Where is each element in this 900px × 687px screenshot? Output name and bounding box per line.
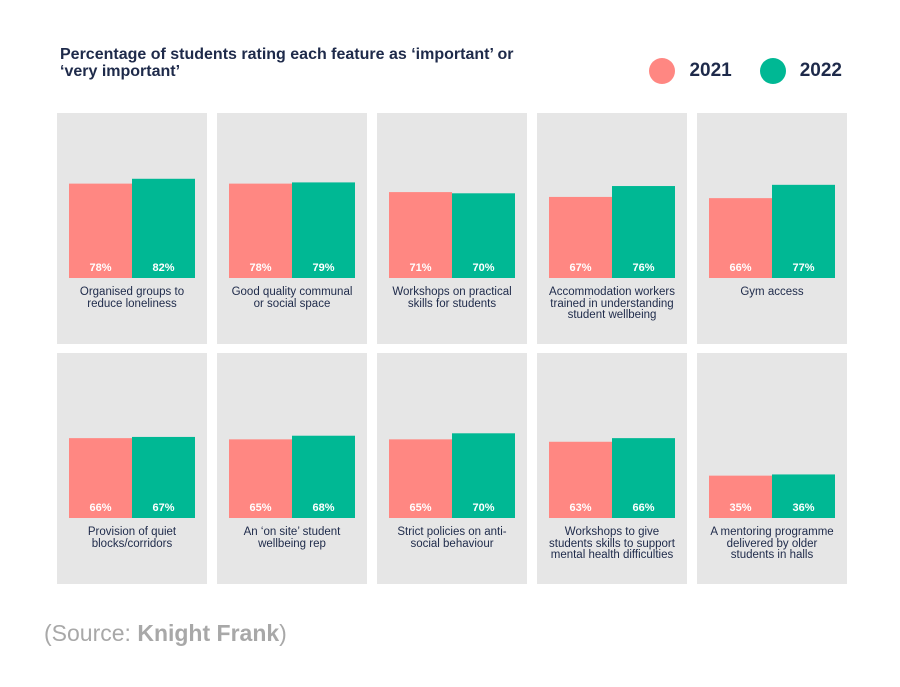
category-label-1: Organised groups to reduce loneliness	[79, 286, 185, 310]
data-label-2021-5: 66%	[729, 262, 751, 274]
bar-2021-1	[69, 183, 132, 278]
data-label-2021-1: 78%	[89, 262, 111, 274]
data-label-2021-7: 65%	[249, 502, 271, 514]
bar-2021-5	[709, 198, 772, 278]
legend-item-2022: 2022	[759, 58, 842, 84]
bar-2021-10	[709, 475, 772, 518]
legend-label-2021: 2021	[689, 60, 732, 81]
category-label-8: Strict policies on anti-social behaviour	[397, 526, 507, 550]
bar-2022-1	[132, 178, 195, 278]
data-label-2022-5: 77%	[792, 262, 814, 274]
bar-2021-2	[229, 183, 292, 278]
panel-bars: 65% 68%	[229, 435, 355, 518]
chart-title: Percentage of students rating each featu…	[60, 46, 514, 80]
bar-2022-8	[452, 433, 515, 518]
data-label-2021-2: 78%	[249, 262, 271, 274]
data-label-2022-6: 67%	[152, 502, 174, 514]
panel-10: 35% 36% A mentoring programme delivered by…	[697, 353, 847, 584]
category-label-10: A mentoring programme delivered by older…	[710, 526, 834, 561]
legend-swatch-2022	[759, 58, 786, 84]
panel-bars: 66% 67%	[69, 436, 195, 518]
legend-item-2021: 2021	[649, 58, 732, 84]
source-name: Knight Frank	[137, 620, 280, 646]
data-label-2022-1: 82%	[152, 262, 174, 274]
data-label-2021-6: 66%	[89, 502, 111, 514]
data-label-2022-10: 36%	[792, 502, 814, 514]
category-label-6: Provision of quiet blocks/corridors	[87, 526, 177, 550]
legend-swatch-2021	[649, 58, 676, 84]
bar-2021-6	[69, 438, 132, 518]
panel-bars: 65% 70%	[389, 433, 515, 518]
data-label-2022-3: 70%	[472, 262, 494, 274]
bar-2021-4	[549, 196, 612, 278]
bar-2021-9	[549, 441, 612, 518]
bar-2022-6	[132, 436, 195, 518]
bar-2022-7	[292, 435, 355, 518]
category-label-7: An ‘on site’ student wellbeing rep	[243, 526, 341, 550]
bar-2022-2	[292, 182, 355, 278]
panel-8: 65% 70% Strict policies on anti-social beh…	[377, 353, 527, 584]
panel-bars: 71% 70%	[389, 192, 515, 278]
data-label-2021-8: 65%	[409, 502, 431, 514]
bar-2022-4	[612, 186, 675, 278]
category-label-3: Workshops on practical skills for studen…	[392, 286, 512, 310]
panel-bars: 66% 77%	[709, 184, 835, 278]
panel-bars: 78% 79%	[229, 182, 355, 278]
bar-2021-8	[389, 439, 452, 518]
panel-9: 63% 66% Workshops to give students skills …	[537, 353, 687, 584]
bar-2022-10	[772, 474, 835, 518]
data-label-2021-9: 63%	[569, 502, 591, 514]
legend-label-2022: 2022	[799, 60, 842, 81]
data-label-2022-7: 68%	[312, 502, 334, 514]
bar-2022-5	[772, 184, 835, 278]
category-label-5: Gym access	[740, 286, 804, 298]
data-label-2021-3: 71%	[409, 262, 431, 274]
source-prefix: Source:	[51, 620, 138, 646]
panel-5: 66% 77% Gym access	[697, 113, 847, 344]
category-label-2: Good quality communal or social space	[231, 286, 353, 310]
bar-2021-7	[229, 439, 292, 518]
panel-bars: 78% 82%	[69, 178, 195, 278]
panel-bars: 67% 76%	[549, 186, 675, 278]
category-label-9: Workshops to give students skills to sup…	[549, 526, 675, 561]
panel-bars: 63% 66%	[549, 438, 675, 518]
data-label-2022-8: 70%	[472, 502, 494, 514]
legend: 2021 2022	[621, 58, 842, 84]
data-label-2022-4: 76%	[632, 262, 654, 274]
bar-2022-9	[612, 438, 675, 518]
data-label-2021-4: 67%	[569, 262, 591, 274]
source-note: (Source: Knight Frank)	[44, 620, 287, 646]
panel-bars: 35% 36%	[709, 474, 835, 518]
category-label-4: Accommodation workers trained in underst…	[549, 286, 675, 321]
chart-panels: 78% 82% Organised groups to reduce lonelin…	[57, 113, 849, 585]
data-label-2022-2: 79%	[312, 262, 334, 274]
panel-3: 71% 70% Workshops on practical skills for …	[377, 113, 527, 344]
data-label-2021-10: 35%	[729, 502, 751, 514]
bar-2021-3	[389, 192, 452, 278]
panel-1: 78% 82% Organised groups to reduce lonelin…	[57, 113, 207, 344]
data-label-2022-9: 66%	[632, 502, 654, 514]
bar-2022-3	[452, 193, 515, 278]
panel-4: 67% 76% Accommodation workers trained in u…	[537, 113, 687, 344]
panel-2: 78% 79% Good quality communal or social sp…	[217, 113, 367, 344]
panel-6: 66% 67% Provision of quiet blocks/corridor…	[57, 353, 207, 584]
panel-7: 65% 68% An ‘on site’ student wellbeing rep	[217, 353, 367, 584]
